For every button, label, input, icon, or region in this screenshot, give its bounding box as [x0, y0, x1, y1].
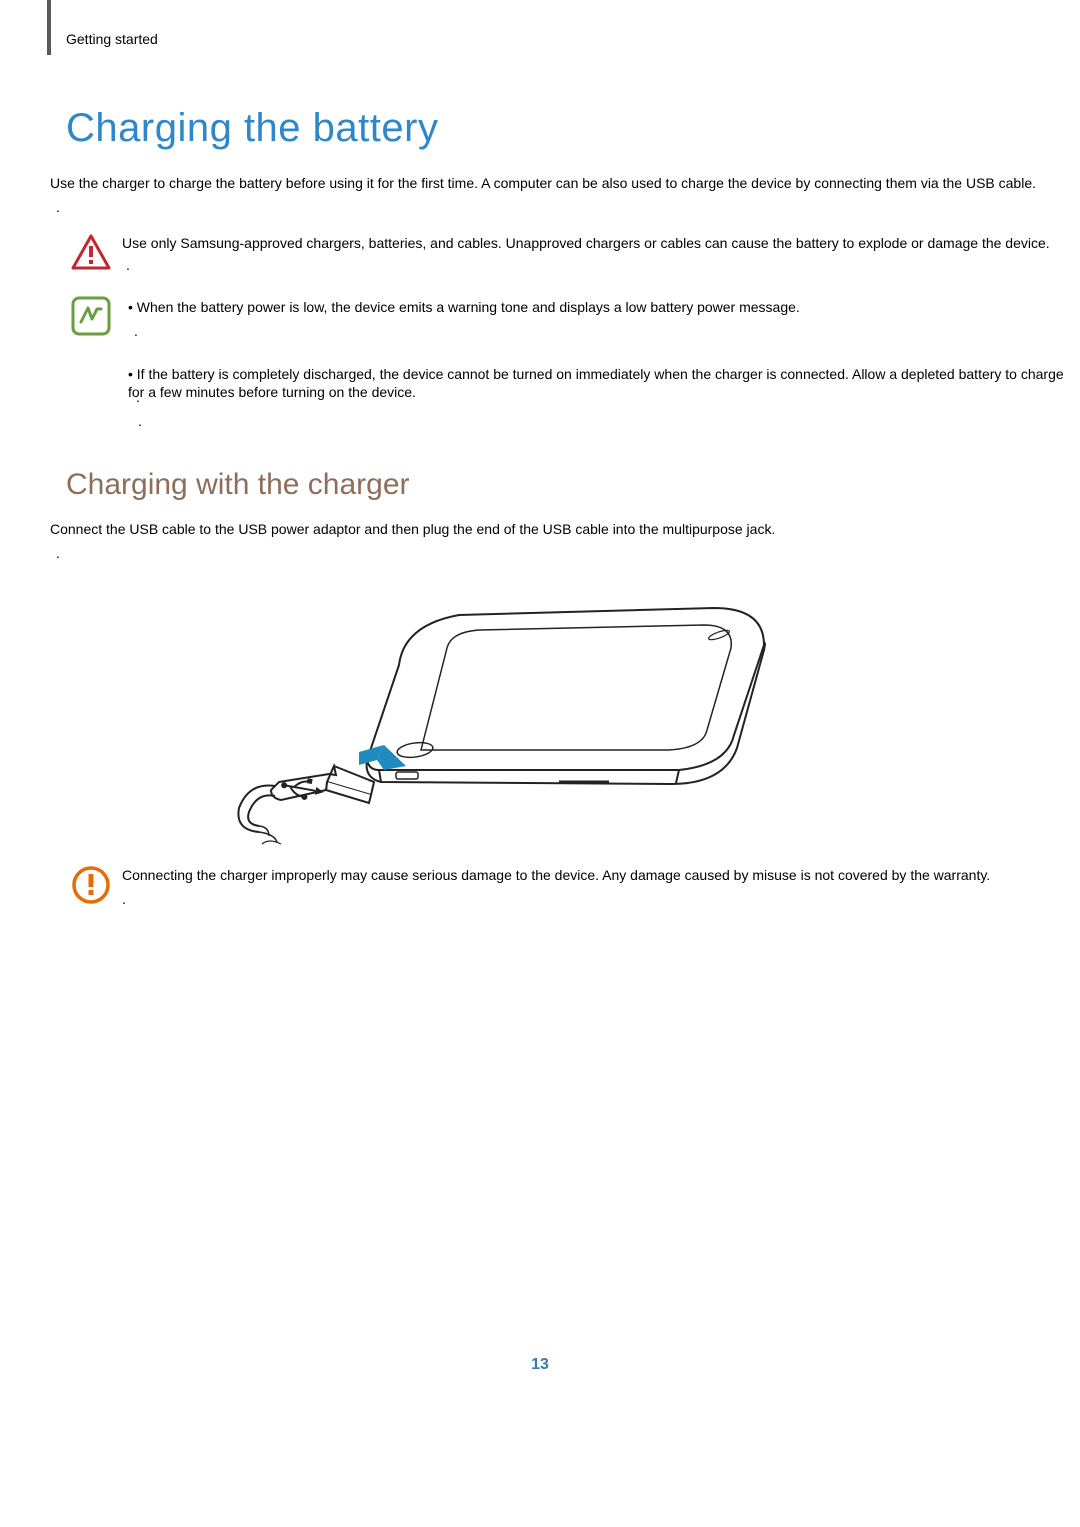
warning-text-line2: .: [126, 256, 130, 274]
page-margin-rule: [47, 0, 51, 55]
note-bullet2-line3: .: [138, 412, 142, 430]
note-bullet2-line2: .: [136, 388, 140, 406]
phone-outline: [367, 608, 765, 784]
note-icon: [70, 295, 112, 337]
warning-icon: [70, 232, 112, 274]
intro-paragraph-line2: .: [56, 198, 60, 216]
caution-icon: [70, 864, 112, 906]
charger-intro-line2: .: [56, 544, 60, 562]
section-header: Getting started: [66, 30, 158, 48]
charging-diagram: [159, 590, 789, 850]
note-bullet2-line1: • If the battery is completely discharge…: [128, 365, 1080, 401]
caution-text-line2: .: [122, 890, 126, 908]
charger-intro-line1: Connect the USB cable to the USB power a…: [50, 520, 775, 538]
usb-connector: [271, 766, 374, 803]
page-title: Charging the battery: [66, 106, 438, 151]
page-number: 13: [0, 1356, 1080, 1374]
note-bullet1-line2: .: [134, 322, 138, 340]
intro-paragraph-line1: Use the charger to charge the battery be…: [50, 174, 1036, 192]
subsection-title: Charging with the charger: [66, 468, 410, 502]
note-bullet1-line1: • When the battery power is low, the dev…: [128, 298, 800, 316]
caution-text-line1: Connecting the charger improperly may ca…: [122, 866, 990, 884]
warning-text-line1: Use only Samsung-approved chargers, batt…: [122, 234, 1050, 252]
